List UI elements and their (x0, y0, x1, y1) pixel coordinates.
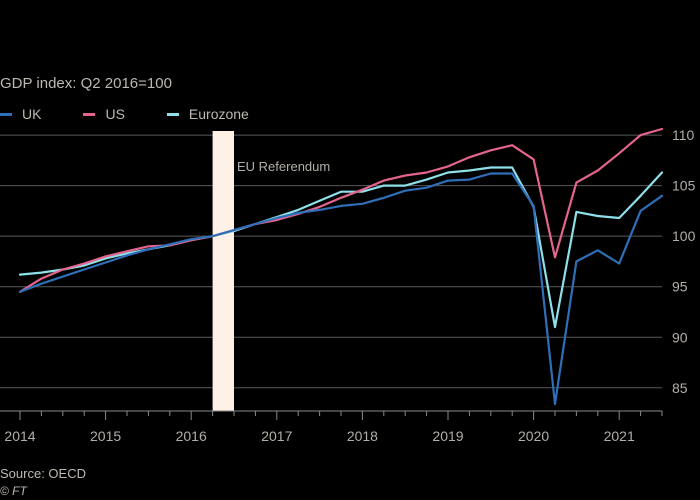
legend-item-uk: UK (0, 106, 41, 122)
chart-legend: UK US Eurozone (0, 106, 291, 122)
legend-label-us: US (105, 106, 125, 122)
y-tick-label: 85 (672, 380, 688, 396)
grid-layer (0, 134, 662, 389)
x-tick-label: 2014 (4, 428, 35, 444)
x-tick-label: 2016 (176, 428, 207, 444)
y-tick-label: 90 (672, 329, 688, 345)
annotation-layer: EU Referendum (212, 131, 330, 411)
axis-layer: 85 90 95 100 105 110 2014 2015 2016 2017 2018 2019 2… (0, 127, 696, 444)
x-tick-label: 2019 (432, 428, 463, 444)
y-tick-label: 95 (672, 279, 688, 295)
legend-item-us: US (83, 106, 125, 122)
chart-subtitle: GDP index: Q2 2016=100 (0, 75, 172, 92)
eu-referendum-band (212, 131, 234, 411)
legend-label-uk: UK (22, 106, 42, 122)
series-layer (18, 127, 664, 406)
x-tick-label: 2018 (347, 428, 378, 444)
y-tick-label: 100 (672, 228, 696, 244)
x-tick-label: 2015 (90, 428, 121, 444)
y-tick-label: 110 (672, 127, 695, 143)
legend-item-eurozone: Eurozone (166, 106, 249, 122)
y-tick-label: 105 (672, 178, 696, 194)
legend-swatch-uk (0, 112, 12, 116)
source-note: Source: OECD (0, 466, 86, 481)
brand-credit: © FT (0, 484, 27, 498)
series-line-us (18, 127, 664, 293)
legend-swatch-us (83, 112, 96, 116)
series-line-uk (18, 172, 664, 406)
eu-referendum-label: EU Referendum (237, 159, 330, 174)
x-tick-label: 2017 (261, 428, 292, 444)
series-line-eurozone (18, 166, 664, 329)
legend-label-eurozone: Eurozone (188, 106, 249, 122)
legend-swatch-eurozone (166, 112, 179, 116)
x-tick-label: 2020 (518, 428, 549, 444)
x-tick-label: 2021 (604, 428, 635, 444)
